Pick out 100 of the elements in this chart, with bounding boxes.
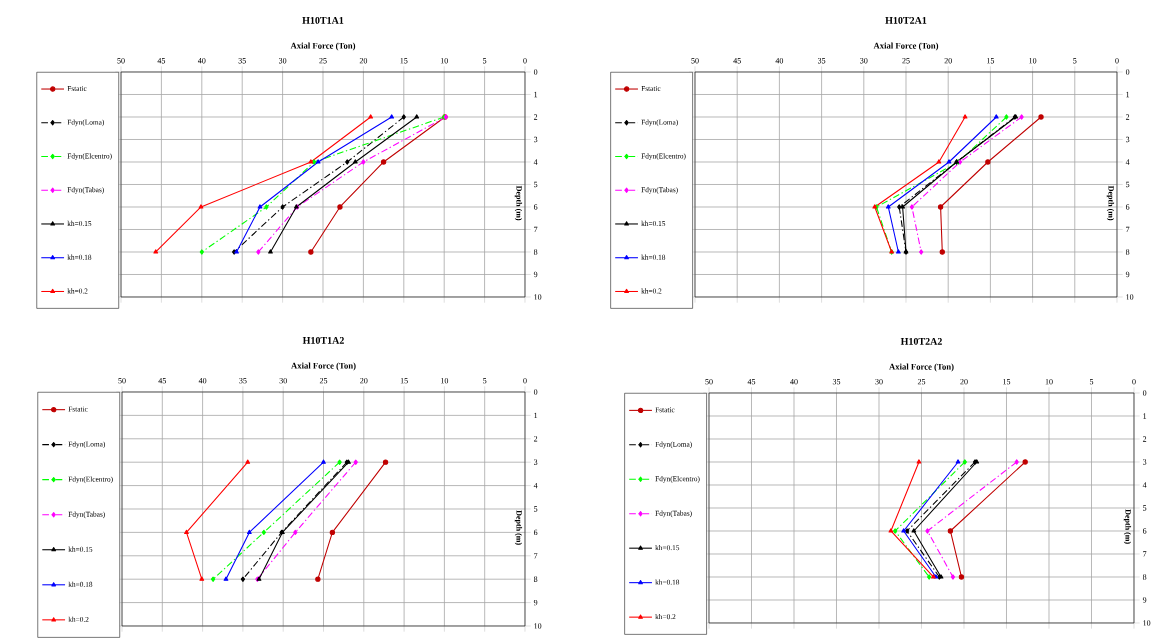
x-tick-label: 15 — [400, 378, 408, 384]
y-tick-label: 7 — [534, 226, 538, 233]
x-tick-label: 45 — [733, 58, 741, 64]
y-tick-label: 1 — [1143, 413, 1147, 419]
x-tick-label: 0 — [523, 377, 527, 384]
y-axis-title: Depth (m) — [514, 510, 523, 545]
y-tick-label: 5 — [1143, 505, 1147, 511]
x-axis-title: Axial Force (Ton) — [291, 362, 356, 371]
y-tick-label: 8 — [1142, 574, 1147, 580]
y-tick-label: 4 — [533, 159, 538, 165]
y-tick-label: 1 — [534, 412, 538, 419]
y-tick-label: 10 — [1126, 294, 1134, 300]
y-tick-label: 5 — [534, 181, 538, 188]
x-tick-label: 35 — [832, 378, 841, 385]
x-tick-label: 20 — [960, 378, 968, 385]
x-tick-label: 35 — [238, 57, 246, 64]
y-tick-label: 7 — [1126, 226, 1130, 233]
y-tick-label: 1 — [1126, 91, 1130, 98]
x-tick-label: 20 — [360, 377, 368, 384]
x-tick-label: 45 — [157, 58, 166, 64]
y-tick-label: 6 — [533, 204, 538, 210]
y-tick-label: 3 — [1125, 136, 1130, 143]
x-tick-label: 25 — [319, 57, 327, 64]
x-tick-label: 20 — [359, 57, 368, 64]
y-tick-label: 0 — [1125, 69, 1130, 75]
y-axis-title: Depth (m) — [1123, 509, 1132, 544]
y-tick-label: 2 — [1142, 436, 1147, 442]
x-tick-label: 40 — [198, 377, 207, 384]
x-tick-label: 40 — [790, 378, 798, 385]
x-tick-label: 50 — [117, 57, 125, 64]
x-tick-label: 15 — [400, 58, 408, 64]
x-tick-label: 25 — [319, 377, 328, 384]
y-tick-label: 0 — [533, 69, 538, 75]
x-tick-label: 30 — [279, 377, 287, 384]
y-tick-label: 8 — [533, 249, 538, 255]
x-tick-label: 15 — [1003, 379, 1011, 385]
y-tick-label: 1 — [534, 91, 538, 98]
x-tick-label: 45 — [158, 378, 167, 384]
x-tick-label: 25 — [917, 378, 926, 385]
x-tick-label: 0 — [1132, 378, 1136, 385]
x-tick-label: 5 — [1073, 58, 1077, 64]
y-tick-label: 7 — [534, 553, 538, 559]
y-tick-label: 0 — [533, 389, 538, 395]
x-tick-label: 5 — [483, 58, 487, 64]
y-tick-label: 2 — [1125, 114, 1130, 120]
x-tick-label: 25 — [902, 57, 910, 64]
y-tick-label: 3 — [1142, 459, 1147, 465]
y-tick-label: 2 — [533, 436, 538, 442]
y-tick-label: 3 — [534, 459, 538, 465]
chart-title: H10T2A1 — [885, 16, 927, 24]
x-tick-label: 15 — [987, 58, 995, 64]
y-tick-label: 4 — [1125, 159, 1130, 165]
x-tick-label: 0 — [523, 57, 527, 64]
x-tick-label: 40 — [775, 57, 784, 64]
x-tick-label: 10 — [440, 57, 448, 64]
x-tick-label: 30 — [860, 57, 868, 64]
x-tick-label: 30 — [278, 57, 287, 64]
y-axis-title: Depth (m) — [1106, 185, 1115, 221]
y-tick-label: 10 — [534, 294, 542, 300]
y-tick-label: 2 — [533, 114, 538, 120]
x-axis-title: Axial Force (Ton) — [290, 42, 356, 51]
x-tick-label: 30 — [875, 378, 883, 385]
x-tick-label: 50 — [118, 377, 126, 384]
y-tick-label: 6 — [1142, 528, 1147, 534]
x-axis-title: Axial Force (Ton) — [889, 363, 954, 372]
y-tick-label: 10 — [534, 623, 542, 629]
y-tick-label: 4 — [1142, 482, 1147, 488]
x-tick-label: 50 — [691, 57, 699, 64]
x-tick-label: 10 — [1045, 378, 1053, 385]
x-tick-label: 20 — [944, 57, 952, 64]
x-tick-label: 10 — [1029, 57, 1037, 64]
y-tick-label: 8 — [1125, 249, 1130, 255]
x-tick-label: 35 — [817, 57, 826, 64]
y-tick-label: 7 — [1143, 551, 1147, 557]
y-tick-label: 5 — [534, 506, 538, 512]
x-tick-label: 0 — [1115, 57, 1119, 64]
chart-title: H10T1A2 — [302, 336, 344, 344]
y-tick-label: 0 — [1142, 390, 1147, 396]
y-tick-label: 8 — [533, 576, 538, 582]
x-tick-label: 45 — [747, 379, 756, 385]
x-tick-label: 10 — [441, 377, 449, 384]
x-tick-label: 5 — [483, 378, 487, 384]
x-tick-label: 5 — [1089, 379, 1094, 385]
y-tick-label: 6 — [533, 529, 538, 536]
x-axis-title: Axial Force (Ton) — [873, 42, 939, 51]
x-tick-label: 40 — [197, 57, 206, 64]
y-tick-label: 9 — [533, 599, 538, 606]
chart-title: H10T1A1 — [302, 16, 344, 24]
y-tick-label: 3 — [533, 136, 538, 143]
y-tick-label: 10 — [1143, 620, 1151, 626]
y-axis-title: Depth (m) — [514, 185, 523, 221]
y-tick-label: 9 — [533, 271, 538, 278]
y-tick-label: 9 — [1142, 597, 1147, 603]
y-tick-label: 6 — [1125, 204, 1130, 210]
x-tick-label: 35 — [239, 377, 247, 384]
x-tick-label: 50 — [705, 378, 713, 385]
y-tick-label: 9 — [1125, 271, 1130, 278]
chart-title: H10T2A2 — [900, 337, 942, 345]
y-tick-label: 5 — [1126, 181, 1130, 188]
y-tick-label: 4 — [533, 482, 538, 489]
